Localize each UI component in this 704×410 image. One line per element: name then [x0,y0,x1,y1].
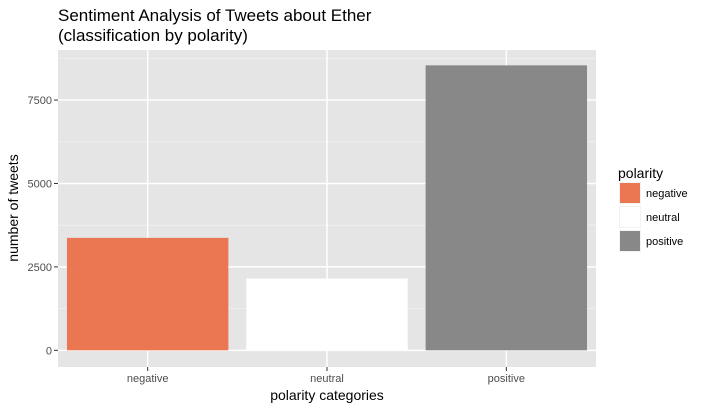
y-axis: 0 2500 5000 7500 [28,95,58,357]
bar-negative [66,237,229,351]
bar-positive [425,65,588,351]
x-axis-title: polarity categories [270,387,384,403]
y-tick-label: 2500 [28,262,52,274]
y-axis-title: number of tweets [5,154,21,261]
legend-label: negative [646,188,688,200]
legend-label: positive [646,236,683,248]
legend-swatch-neutral [620,207,640,227]
y-tick-label: 7500 [28,95,52,107]
bar-neutral [246,278,408,351]
chart-title-line-1: Sentiment Analysis of Tweets about Ether [58,6,372,25]
x-tick-label: positive [488,373,525,385]
bars [66,65,588,351]
chart-title-line-2: (classification by polarity) [58,26,248,45]
legend: polarity negative neutral positive [618,165,688,252]
x-tick-label: neutral [310,373,344,385]
y-tick-label: 5000 [28,178,52,190]
legend-label: neutral [646,212,680,224]
y-tick-label: 0 [46,345,52,357]
legend-swatch-positive [620,231,640,251]
x-axis: negative neutral positive [127,367,525,385]
legend-swatch-negative [620,183,640,203]
x-tick-label: negative [127,373,169,385]
legend-title: polarity [618,165,663,181]
